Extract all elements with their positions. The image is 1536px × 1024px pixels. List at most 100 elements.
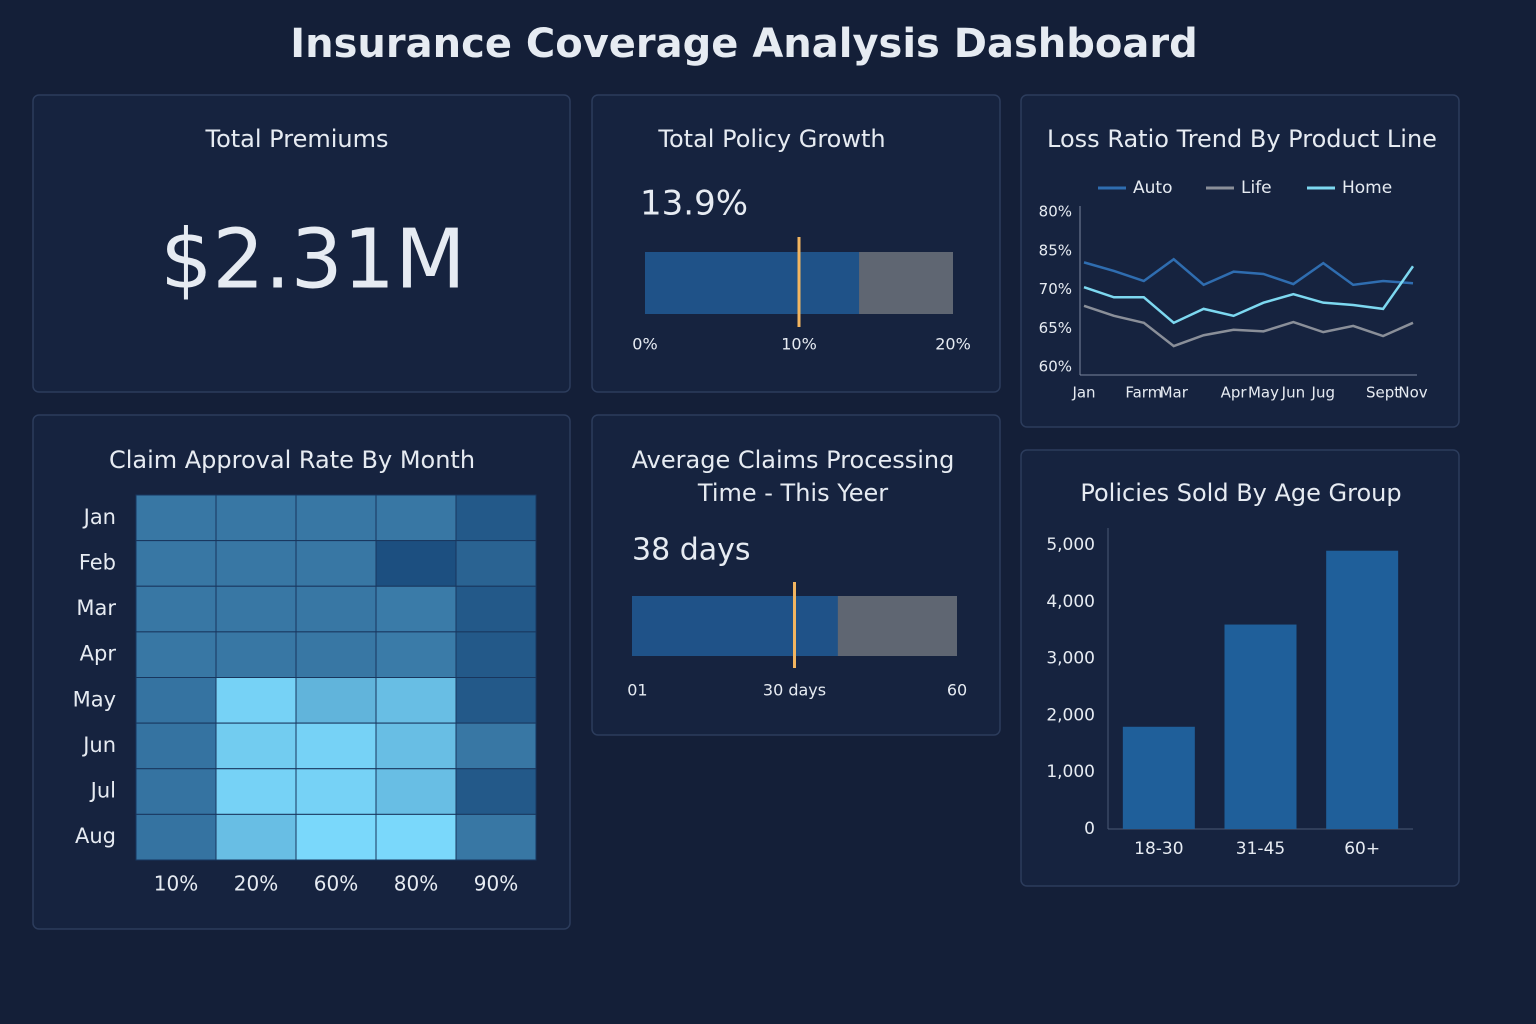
y-tick-label: 0 [1084,819,1095,839]
x-tick-label: 10% [781,335,817,354]
row-label: Jun [81,733,116,757]
x-tick-label: Mar [1160,384,1189,402]
x-tick-label: May [1248,384,1279,402]
x-tick-label: 20% [935,335,971,354]
heatmap-cell [215,813,297,861]
heatmap-cell [215,585,297,633]
kpi-value: 13.9% [640,184,748,224]
heatmap-cell [375,631,457,678]
x-tick-label: 18-30 [1134,839,1183,859]
kpi-value: 38 days [632,533,751,568]
column-label: 10% [154,872,198,896]
x-tick-label: Apr [1221,384,1248,402]
heatmap-cell [455,585,537,633]
heatmap-cell [375,494,457,542]
x-tick-label: 30 days [763,681,826,700]
x-tick-label: 0% [632,335,657,354]
heatmap-cell [455,631,537,678]
y-tick-label: 1,000 [1046,762,1095,782]
heatmap-cell [295,540,377,587]
panel [32,94,571,393]
heatmap-cell [215,494,297,542]
y-tick-label: 3,000 [1046,649,1095,669]
heatmap-cell [135,540,217,587]
x-tick-label: 01 [627,681,647,700]
panel-title: Time - This Yeer [697,479,888,507]
panel-title: Average Claims Processing [632,446,955,474]
bullet-bar [632,596,838,656]
legend-label: Home [1342,178,1392,198]
row-label: Aug [75,824,116,848]
column-label: 60% [314,872,358,896]
heatmap-cell [295,494,377,542]
panel [591,94,1001,393]
y-tick-label: 4,000 [1046,592,1095,612]
column-label: 90% [474,872,518,896]
heatmap-cell [215,677,297,724]
kpi-value: $2.31M [160,212,466,307]
bar [1326,550,1399,829]
heatmap-cell [135,722,217,770]
y-tick-label: 60% [1039,358,1072,376]
panel-title: Total Policy Growth [657,125,885,153]
y-tick-label: 70% [1039,280,1072,298]
heatmap-cell [375,768,457,815]
panel-title: Claim Approval Rate By Month [109,446,475,474]
heatmap-cell [455,768,537,815]
series-line [1083,304,1414,348]
series-line [1083,257,1414,287]
y-tick-label: 85% [1039,241,1072,259]
x-tick-label: Jug [1311,384,1335,402]
heatmap-cell [215,768,297,815]
heatmap-cell [375,722,457,770]
row-label: Jan [82,505,116,529]
heatmap-cell [135,813,217,861]
heatmap-cell [135,585,217,633]
row-label: Apr [80,642,117,666]
x-tick-label: 60+ [1344,839,1380,859]
bar [1122,726,1195,829]
heatmap-cell [135,768,217,815]
heatmap-cell [135,494,217,542]
x-tick-label: 31-45 [1236,839,1285,859]
y-tick-label: 80% [1039,203,1072,221]
heatmap-cell [295,631,377,678]
heatmap-cell [135,677,217,724]
row-label: Jul [89,779,116,803]
heatmap-cell [135,631,217,678]
panel-title: Loss Ratio Trend By Product Line [1047,125,1437,153]
heatmap-cell [215,722,297,770]
series-line [1083,265,1415,325]
panel-title: Policies Sold By Age Group [1080,479,1401,507]
legend-label: Auto [1133,178,1172,198]
heatmap-cell [375,585,457,633]
heatmap-cell [455,722,537,770]
y-tick-label: 5,000 [1046,535,1095,555]
x-tick-label: Sept [1366,384,1400,402]
x-tick-label: Nov [1398,384,1427,402]
heatmap-cell [295,813,377,861]
legend-label: Life [1241,178,1272,198]
heatmap-cell [455,494,537,542]
heatmap-cell [375,813,457,861]
row-label: Feb [79,550,116,574]
panel-title: Total Premiums [205,125,389,153]
y-tick-label: 2,000 [1046,705,1095,725]
dashboard-title: Insurance Coverage Analysis Dashboard [290,21,1197,67]
bar [1224,624,1297,829]
column-label: 20% [234,872,278,896]
heatmap-cell [375,540,457,587]
heatmap-cell [295,585,377,633]
x-tick-label: Jan [1071,384,1095,402]
heatmap-cell [295,722,377,770]
heatmap-cell [215,540,297,587]
row-label: May [73,687,116,711]
x-tick-label: 60 [947,681,967,700]
y-tick-label: 65% [1039,319,1072,337]
panel [1020,94,1460,428]
x-tick-label: Farm [1125,384,1162,402]
heatmap-cell [455,540,537,587]
row-label: Mar [76,596,116,620]
column-label: 80% [394,872,438,896]
